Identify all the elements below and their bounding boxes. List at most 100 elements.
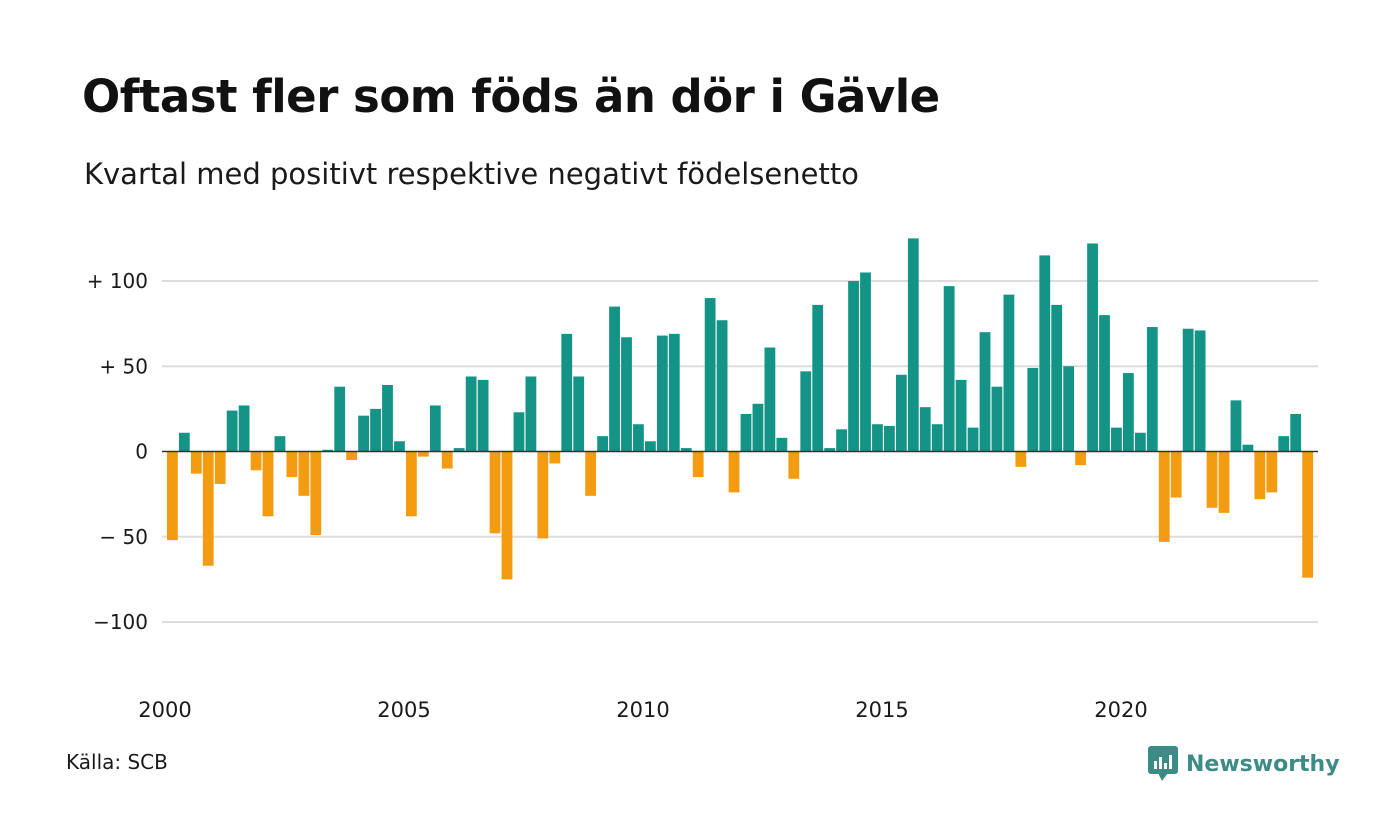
bar — [1230, 400, 1242, 452]
bar — [310, 451, 322, 536]
bar — [382, 385, 393, 452]
bars — [162, 238, 1318, 580]
bar — [1063, 366, 1075, 452]
bar — [1194, 330, 1206, 452]
bar — [716, 320, 728, 452]
bar — [1099, 315, 1110, 452]
bar — [1170, 451, 1182, 498]
bar — [633, 424, 644, 452]
bar — [919, 407, 931, 452]
bar — [1266, 451, 1278, 493]
bar — [226, 410, 238, 452]
bar — [1182, 328, 1194, 452]
source-note: Källa: SCB — [66, 750, 168, 774]
bar — [214, 451, 226, 484]
bar — [1302, 451, 1314, 578]
bar — [967, 427, 979, 452]
bar — [668, 333, 680, 452]
bar — [1027, 367, 1039, 452]
bar — [907, 238, 919, 452]
x-tick-label: 2005 — [377, 698, 430, 722]
bar — [262, 451, 274, 517]
bar — [680, 448, 692, 452]
bar — [465, 376, 477, 452]
bar — [848, 281, 859, 452]
y-tick-label: − 50 — [99, 525, 148, 549]
y-tick-label: + 50 — [99, 354, 148, 378]
bar — [525, 376, 537, 452]
x-tick-label: 2010 — [616, 698, 669, 722]
bar — [1015, 451, 1027, 467]
bar — [656, 335, 668, 452]
bar — [1051, 304, 1063, 452]
bar — [1075, 451, 1086, 466]
bar — [537, 451, 549, 539]
bar — [836, 429, 847, 452]
y-tick-label: + 100 — [87, 269, 148, 293]
chart-subtitle: Kvartal med positivt respektive negativt… — [84, 157, 859, 191]
bar — [704, 298, 716, 452]
bar — [585, 451, 597, 496]
bar — [250, 451, 262, 471]
bar — [190, 451, 202, 474]
bar — [740, 413, 752, 452]
bar — [1146, 327, 1158, 452]
bar — [764, 347, 776, 452]
bar — [1278, 436, 1290, 452]
bar — [298, 451, 310, 496]
bar — [429, 405, 441, 452]
bar — [513, 412, 525, 452]
bar — [609, 306, 620, 452]
bar — [441, 451, 453, 469]
bar — [453, 448, 465, 452]
bar — [1123, 373, 1134, 452]
bar — [872, 424, 883, 452]
bar — [728, 451, 740, 493]
brand-logo[interactable]: Newsworthy — [1148, 744, 1340, 784]
bar — [202, 451, 214, 566]
bar — [549, 451, 561, 464]
bar — [1111, 427, 1122, 452]
bar — [788, 451, 800, 479]
newsworthy-logo-icon — [1148, 746, 1178, 781]
chart-title: Oftast fler som föds än dör i Gävle — [82, 70, 940, 123]
bar — [824, 448, 836, 452]
bar — [417, 451, 429, 457]
bar — [1218, 451, 1230, 513]
bar — [621, 337, 632, 452]
bar — [346, 451, 358, 461]
bar — [1087, 243, 1098, 452]
bar — [991, 386, 1003, 452]
bar — [1290, 413, 1302, 452]
y-tick-label: −100 — [93, 610, 148, 634]
bar — [860, 272, 871, 452]
x-tick-label: 2000 — [138, 698, 191, 722]
bar — [167, 451, 178, 541]
gridlines — [162, 280, 1318, 623]
x-axis: 2000 2005 2010 2015 2020 — [138, 698, 1147, 722]
bar — [406, 451, 417, 517]
bar — [692, 451, 704, 478]
bar — [238, 405, 250, 452]
bar — [776, 437, 788, 452]
bar — [1134, 432, 1146, 452]
bar — [573, 376, 585, 452]
bar — [752, 403, 764, 452]
bar — [489, 451, 501, 534]
bar — [1242, 444, 1254, 452]
bar — [800, 371, 812, 452]
bar — [645, 441, 656, 452]
bar — [1158, 451, 1170, 542]
bar — [931, 424, 943, 452]
bar — [812, 304, 824, 452]
bar — [394, 441, 405, 452]
bar — [895, 374, 907, 452]
bar — [943, 286, 955, 452]
bar — [1206, 451, 1218, 508]
bar — [370, 408, 381, 452]
bar — [597, 436, 608, 452]
bar — [1254, 451, 1266, 500]
bar — [561, 333, 573, 452]
brand-name: Newsworthy — [1186, 751, 1340, 777]
